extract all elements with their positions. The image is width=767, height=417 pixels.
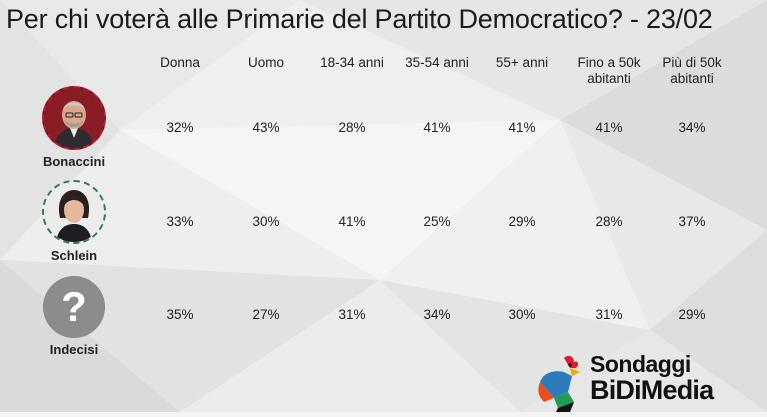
column-header-line: Fino a 50k [577,55,641,70]
table-cell: 31% [338,307,366,322]
candidate-bonaccini: Bonaccini [38,86,110,169]
table-cell: 41% [508,120,536,135]
column-header: 35-54 anni [392,55,482,71]
table-cell: 35% [166,307,194,322]
column-header-line: abitanti [587,71,631,86]
logo-line2: BiDiMedia [590,375,714,405]
candidate-name: Schlein [50,248,98,263]
table-cell: 43% [252,120,280,135]
column-header: 18-34 anni [307,55,397,71]
question-mark-icon: ? [43,276,105,338]
column-header: Più di 50k abitanti [647,55,737,87]
table-cell: 27% [252,307,280,322]
logo-line1: Sondaggi [590,351,691,377]
candidate-schlein: Schlein [38,180,110,263]
table-cell: 41% [595,120,623,135]
chart-title: Per chi voterà alle Primarie del Partito… [6,4,713,34]
schlein-photo [42,180,106,244]
column-header-line: Più di 50k [662,55,722,70]
bonaccini-photo [42,86,106,150]
column-header-line: Uomo [247,55,284,70]
table-cell: 30% [252,214,280,229]
table-cell: 41% [423,120,451,135]
table-cell: 31% [595,307,623,322]
table-cell: 30% [508,307,536,322]
candidate-name: Bonaccini [42,154,106,169]
column-header-line: 35-54 anni [405,55,469,70]
table-cell: 29% [508,214,536,229]
table-cell: 34% [423,307,451,322]
svg-text:?: ? [61,283,87,330]
table-cell: 41% [338,214,366,229]
column-header-line: abitanti [670,71,714,86]
column-header: Fino a 50k abitanti [564,55,654,87]
sondaggi-bidimedia-logo: Sondaggi BiDiMedia [534,352,766,412]
column-header: Donna [135,55,225,71]
table-cell: 28% [338,120,366,135]
column-header: 55+ anni [477,55,567,71]
table-cell: 29% [678,307,706,322]
candidate-name: Indecisi [49,342,99,357]
column-header-line: Donna [160,55,200,70]
column-header-line: 55+ anni [495,55,549,70]
table-cell: 37% [678,214,706,229]
column-header-line: 18-34 anni [320,55,384,70]
table-cell: 32% [166,120,194,135]
table-cell: 28% [595,214,623,229]
column-header: Uomo [221,55,311,71]
candidate-indecisi: ? Indecisi [38,276,110,357]
table-cell: 25% [423,214,451,229]
table-cell: 33% [166,214,194,229]
rooster-icon [538,355,580,412]
table-cell: 34% [678,120,706,135]
logo-text: Sondaggi BiDiMedia [590,351,714,405]
